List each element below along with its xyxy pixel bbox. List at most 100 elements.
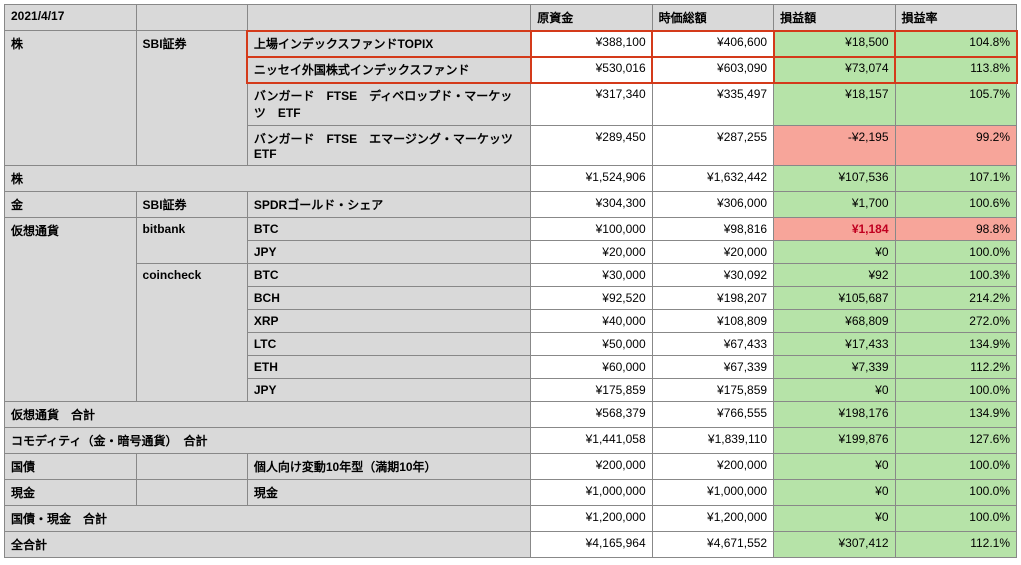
market-cell: ¥287,255 <box>652 126 773 166</box>
market-cell: ¥1,000,000 <box>652 480 773 506</box>
instrument-cell: JPY <box>247 379 530 402</box>
subtotal-label: 仮想通貨 合計 <box>5 402 531 428</box>
pl-cell: -¥2,195 <box>774 126 895 166</box>
rate-cell: 127.6% <box>895 428 1016 454</box>
instrument-cell: 個人向け変動10年型（満期10年） <box>247 454 530 480</box>
pl-cell: ¥1,700 <box>774 192 895 218</box>
principal-cell: ¥1,200,000 <box>531 506 652 532</box>
pl-cell: ¥17,433 <box>774 333 895 356</box>
rate-cell: 100.0% <box>895 241 1016 264</box>
market-cell: ¥98,816 <box>652 218 773 241</box>
market-cell: ¥766,555 <box>652 402 773 428</box>
table-row: 国債・現金 合計¥1,200,000¥1,200,000¥0100.0% <box>5 506 1017 532</box>
instrument-cell: バンガード FTSE ディベロップド・マーケッツ ETF <box>247 83 530 126</box>
market-cell: ¥1,200,000 <box>652 506 773 532</box>
rate-cell: 98.8% <box>895 218 1016 241</box>
principal-cell: ¥100,000 <box>531 218 652 241</box>
principal-cell: ¥388,100 <box>531 31 652 57</box>
pl-cell: ¥0 <box>774 379 895 402</box>
instrument-cell: LTC <box>247 333 530 356</box>
rate-cell: 112.1% <box>895 532 1016 558</box>
instrument-cell: 上場インデックスファンドTOPIX <box>247 31 530 57</box>
pl-cell: ¥7,339 <box>774 356 895 379</box>
instrument-cell: BTC <box>247 218 530 241</box>
table-row: 株SBI証券上場インデックスファンドTOPIX¥388,100¥406,600¥… <box>5 31 1017 57</box>
principal-cell: ¥92,520 <box>531 287 652 310</box>
principal-cell: ¥60,000 <box>531 356 652 379</box>
rate-cell: 100.3% <box>895 264 1016 287</box>
header-date: 2021/4/17 <box>5 5 137 31</box>
pl-cell: ¥92 <box>774 264 895 287</box>
table-row: 現金現金¥1,000,000¥1,000,000¥0100.0% <box>5 480 1017 506</box>
broker-cell <box>136 480 247 506</box>
instrument-cell: BTC <box>247 264 530 287</box>
pl-cell: ¥199,876 <box>774 428 895 454</box>
principal-cell: ¥530,016 <box>531 57 652 83</box>
principal-cell: ¥289,450 <box>531 126 652 166</box>
market-cell: ¥1,839,110 <box>652 428 773 454</box>
market-cell: ¥67,433 <box>652 333 773 356</box>
table-row: 仮想通貨bitbankBTC¥100,000¥98,816¥1,18498.8% <box>5 218 1017 241</box>
rate-cell: 100.0% <box>895 506 1016 532</box>
pl-cell: ¥0 <box>774 480 895 506</box>
category-cell: 金 <box>5 192 137 218</box>
principal-cell: ¥20,000 <box>531 241 652 264</box>
broker-cell: bitbank <box>136 218 247 264</box>
pl-cell: ¥0 <box>774 241 895 264</box>
pl-cell: ¥1,184 <box>774 218 895 241</box>
category-cell: 株 <box>5 31 137 166</box>
header-blank-1 <box>136 5 247 31</box>
rate-cell: 100.0% <box>895 480 1016 506</box>
market-cell: ¥4,671,552 <box>652 532 773 558</box>
principal-cell: ¥1,000,000 <box>531 480 652 506</box>
header-market: 時価総額 <box>652 5 773 31</box>
market-cell: ¥198,207 <box>652 287 773 310</box>
rate-cell: 100.0% <box>895 379 1016 402</box>
table-row: 国債個人向け変動10年型（満期10年）¥200,000¥200,000¥0100… <box>5 454 1017 480</box>
category-cell: 仮想通貨 <box>5 218 137 402</box>
market-cell: ¥67,339 <box>652 356 773 379</box>
pl-cell: ¥307,412 <box>774 532 895 558</box>
table-row: 株¥1,524,906¥1,632,442¥107,536107.1% <box>5 166 1017 192</box>
broker-cell <box>136 454 247 480</box>
market-cell: ¥108,809 <box>652 310 773 333</box>
table-row: 金SBI証券SPDRゴールド・シェア¥304,300¥306,000¥1,700… <box>5 192 1017 218</box>
rate-cell: 104.8% <box>895 31 1016 57</box>
portfolio-table: 2021/4/17 原資金 時価総額 損益額 損益率 株SBI証券上場インデック… <box>4 4 1017 558</box>
market-cell: ¥306,000 <box>652 192 773 218</box>
rate-cell: 272.0% <box>895 310 1016 333</box>
rate-cell: 100.0% <box>895 454 1016 480</box>
table-row: 仮想通貨 合計¥568,379¥766,555¥198,176134.9% <box>5 402 1017 428</box>
principal-cell: ¥1,441,058 <box>531 428 652 454</box>
table-row: 全合計¥4,165,964¥4,671,552¥307,412112.1% <box>5 532 1017 558</box>
pl-cell: ¥198,176 <box>774 402 895 428</box>
pl-cell: ¥18,500 <box>774 31 895 57</box>
instrument-cell: BCH <box>247 287 530 310</box>
table-row: コモディティ（金・暗号通貨） 合計¥1,441,058¥1,839,110¥19… <box>5 428 1017 454</box>
market-cell: ¥30,092 <box>652 264 773 287</box>
market-cell: ¥175,859 <box>652 379 773 402</box>
pl-cell: ¥105,687 <box>774 287 895 310</box>
pl-cell: ¥0 <box>774 506 895 532</box>
instrument-cell: JPY <box>247 241 530 264</box>
principal-cell: ¥40,000 <box>531 310 652 333</box>
market-cell: ¥335,497 <box>652 83 773 126</box>
market-cell: ¥20,000 <box>652 241 773 264</box>
instrument-cell: 現金 <box>247 480 530 506</box>
rate-cell: 100.6% <box>895 192 1016 218</box>
rate-cell: 105.7% <box>895 83 1016 126</box>
market-cell: ¥1,632,442 <box>652 166 773 192</box>
principal-cell: ¥30,000 <box>531 264 652 287</box>
rate-cell: 112.2% <box>895 356 1016 379</box>
header-principal: 原資金 <box>531 5 652 31</box>
subtotal-label: コモディティ（金・暗号通貨） 合計 <box>5 428 531 454</box>
principal-cell: ¥175,859 <box>531 379 652 402</box>
pl-cell: ¥73,074 <box>774 57 895 83</box>
rate-cell: 99.2% <box>895 126 1016 166</box>
pl-cell: ¥107,536 <box>774 166 895 192</box>
instrument-cell: SPDRゴールド・シェア <box>247 192 530 218</box>
category-cell: 現金 <box>5 480 137 506</box>
header-row: 2021/4/17 原資金 時価総額 損益額 損益率 <box>5 5 1017 31</box>
subtotal-label: 株 <box>5 166 531 192</box>
category-cell: 国債 <box>5 454 137 480</box>
